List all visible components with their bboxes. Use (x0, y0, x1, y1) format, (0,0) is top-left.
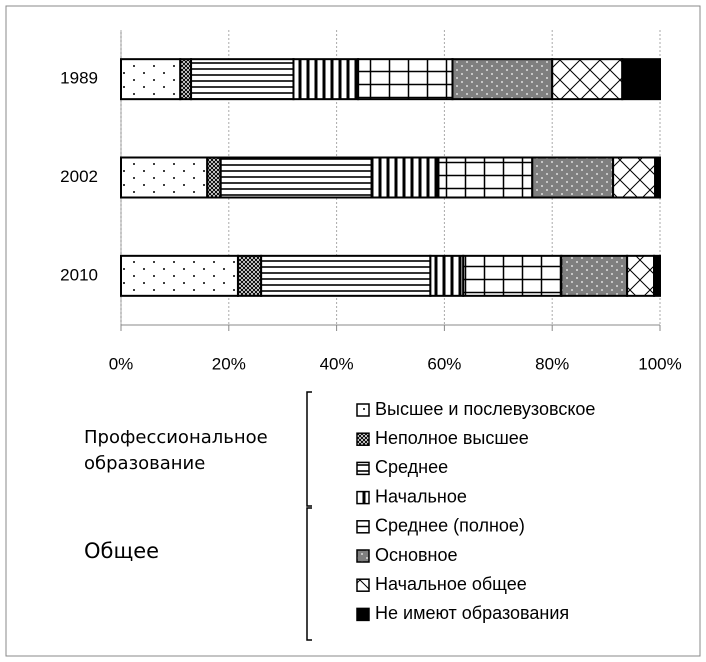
legend-swatch (356, 520, 370, 534)
bar-segment (531, 156, 615, 199)
bar-segment (292, 58, 360, 101)
bar-segment (612, 156, 657, 199)
bar-segment (120, 58, 182, 101)
legend-swatch (356, 403, 370, 417)
bar-segment (120, 156, 209, 199)
bar-segment (451, 58, 554, 101)
bar-segment (206, 156, 222, 199)
bar-segment (551, 58, 624, 101)
bar-segment (219, 156, 373, 199)
x-tick-label: 80% (535, 354, 569, 373)
legend-label: Высшее и послевузовское (375, 399, 595, 419)
legend-label: Начальное общее (375, 574, 527, 594)
legend-group-label: Профессиональное образование (84, 427, 268, 474)
bar-segment (357, 58, 454, 101)
legend-label: Среднее (полное) (375, 516, 525, 536)
x-tick-label: 0% (109, 354, 134, 373)
frame (5, 5, 701, 657)
bar-segment (429, 254, 465, 297)
bracket (306, 391, 312, 507)
bar-segment (653, 254, 661, 297)
x-tick-label: 60% (427, 354, 461, 373)
bar-segment (190, 58, 295, 101)
x-tick-label: 100% (638, 354, 681, 373)
legend-group-label: Общее (84, 538, 160, 563)
legend-label: Среднее (375, 457, 448, 477)
bar-segment (179, 58, 193, 101)
legend-swatch (356, 461, 370, 476)
bar-segment (654, 156, 661, 199)
bar-segment (370, 156, 440, 199)
bar-segment (560, 254, 629, 297)
legend-swatch (356, 607, 370, 622)
bar-segment (260, 254, 432, 297)
legend-swatch (356, 578, 370, 592)
bar-segment (462, 254, 563, 297)
legend-label: Основное (375, 545, 457, 565)
y-tick-label: 2010 (60, 265, 98, 284)
y-tick-label: 2002 (60, 167, 98, 186)
bar-segment (437, 156, 534, 199)
bar-segment (236, 254, 263, 297)
legend-swatch (356, 432, 370, 446)
bar-segment (621, 58, 662, 101)
legend-label: Начальное (375, 486, 467, 506)
legend-label: Не имеют образования (375, 603, 569, 623)
bar-segment (120, 254, 239, 297)
x-tick-label: 20% (212, 354, 246, 373)
bracket (306, 507, 312, 641)
legend-swatch (356, 549, 370, 563)
bar-segment (626, 254, 656, 297)
legend-swatch (356, 490, 370, 505)
y-tick-label: 1989 (60, 69, 98, 88)
x-tick-label: 40% (320, 354, 354, 373)
legend-label: Неполное высшее (375, 428, 529, 448)
